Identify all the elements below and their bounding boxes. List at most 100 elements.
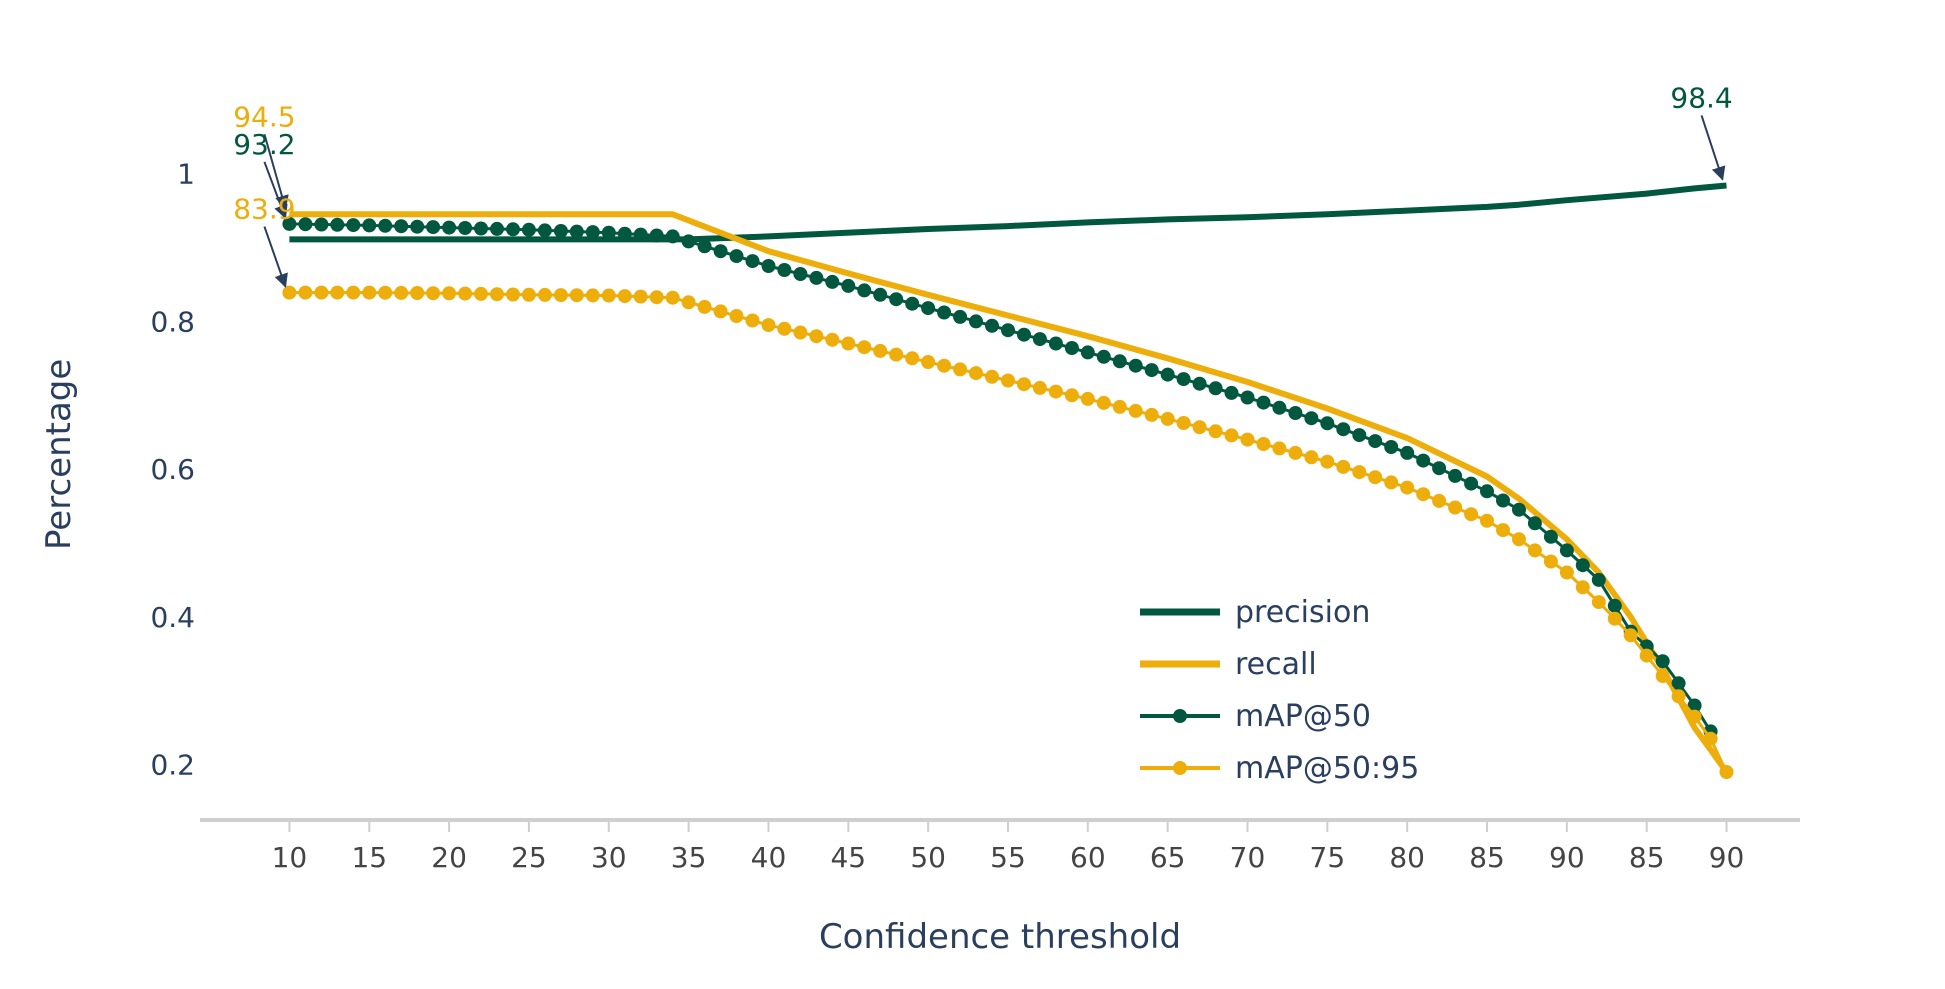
legend-marker <box>1173 709 1187 723</box>
annotation: 93.2 <box>233 128 296 220</box>
data-point <box>681 295 696 310</box>
data-point <box>841 336 856 351</box>
data-point <box>298 217 313 232</box>
data-point <box>1064 388 1079 403</box>
annotation: 83.9 <box>233 193 296 288</box>
data-point <box>506 222 520 237</box>
data-point <box>617 289 632 304</box>
data-point <box>1448 500 1463 515</box>
data-point <box>1176 372 1191 387</box>
data-point <box>314 285 329 300</box>
data-point <box>474 221 488 236</box>
data-point <box>1607 598 1622 613</box>
data-point <box>410 219 425 234</box>
annotation-arrow <box>263 161 288 220</box>
legend-label: mAP@50:95 <box>1235 751 1419 786</box>
data-point <box>681 234 696 249</box>
data-point <box>394 219 409 234</box>
data-point <box>921 355 936 369</box>
series-line <box>289 291 1728 773</box>
data-point <box>521 222 536 237</box>
data-point <box>1288 406 1303 420</box>
data-point <box>745 254 760 269</box>
data-point <box>569 288 584 303</box>
data-point <box>1272 400 1287 415</box>
data-point <box>969 314 983 329</box>
data-point <box>585 225 600 240</box>
x-tick-label: 75 <box>1310 841 1346 874</box>
data-point <box>953 362 968 377</box>
data-point <box>1527 516 1542 531</box>
data-point <box>474 286 488 301</box>
x-tick-label: 45 <box>830 841 866 874</box>
data-point <box>314 217 329 232</box>
data-point <box>905 351 920 366</box>
data-point <box>601 225 616 240</box>
data-point <box>873 287 888 302</box>
data-point <box>1559 543 1574 558</box>
data-point <box>697 239 712 254</box>
series-map-50 <box>282 216 1718 739</box>
data-point <box>697 299 712 314</box>
data-point <box>1240 390 1255 405</box>
data-point <box>330 217 345 232</box>
data-point <box>410 286 425 300</box>
data-point <box>937 305 952 320</box>
x-tick-label: 90 <box>1549 841 1585 874</box>
x-tick-label: 60 <box>1070 841 1106 874</box>
x-tick-label: 70 <box>1230 841 1266 874</box>
data-point <box>1304 450 1319 465</box>
data-point <box>1575 558 1590 573</box>
legend-marker <box>1173 761 1187 775</box>
x-tick-label: 65 <box>1150 841 1186 874</box>
data-point <box>1527 543 1542 558</box>
x-tick-label: 50 <box>910 841 946 874</box>
data-point <box>1240 432 1255 447</box>
annotation-label: 93.2 <box>233 128 295 161</box>
data-point <box>298 285 313 300</box>
data-point <box>1703 731 1718 746</box>
data-point <box>1607 611 1622 626</box>
data-point <box>665 290 680 305</box>
data-point <box>633 227 648 242</box>
data-point <box>362 285 377 300</box>
data-point <box>1496 493 1510 508</box>
data-point <box>1384 475 1399 490</box>
x-axis-title: Confidence threshold <box>819 917 1181 957</box>
data-point <box>1144 407 1159 422</box>
data-point <box>553 288 568 303</box>
data-point <box>490 287 504 302</box>
series-layer <box>282 182 1734 779</box>
data-point <box>745 313 760 328</box>
annotation-arrow <box>263 133 289 210</box>
y-tick-label: 0.4 <box>150 601 195 634</box>
axis-layer: 10 15 20 25 30 35 40 45 50 55 60 65 70 75 80 85 90 85 90 0.… <box>39 158 1800 957</box>
data-point <box>1623 628 1638 643</box>
data-point <box>921 301 936 316</box>
data-point <box>1336 459 1351 474</box>
data-point <box>346 285 361 300</box>
data-point <box>1352 465 1367 480</box>
data-point <box>761 259 776 273</box>
data-point <box>521 287 536 302</box>
data-point <box>1080 391 1095 406</box>
data-point <box>1192 420 1207 435</box>
data-point <box>362 218 377 233</box>
data-point <box>793 267 808 281</box>
data-point <box>1144 363 1159 378</box>
data-point <box>426 286 441 301</box>
annotation-arrow <box>1700 115 1726 181</box>
data-point <box>1320 454 1335 469</box>
x-tick-label: 40 <box>751 841 787 874</box>
data-point <box>1400 445 1415 460</box>
y-tick-label: 0.6 <box>150 453 195 486</box>
data-point <box>1480 484 1494 499</box>
data-point <box>569 224 584 239</box>
data-point <box>601 288 616 303</box>
data-point <box>793 325 808 340</box>
data-point <box>1352 428 1367 443</box>
data-point <box>1096 349 1111 364</box>
data-point <box>458 221 473 235</box>
data-point <box>1208 381 1223 396</box>
legend-item: mAP@50 <box>1140 699 1371 734</box>
